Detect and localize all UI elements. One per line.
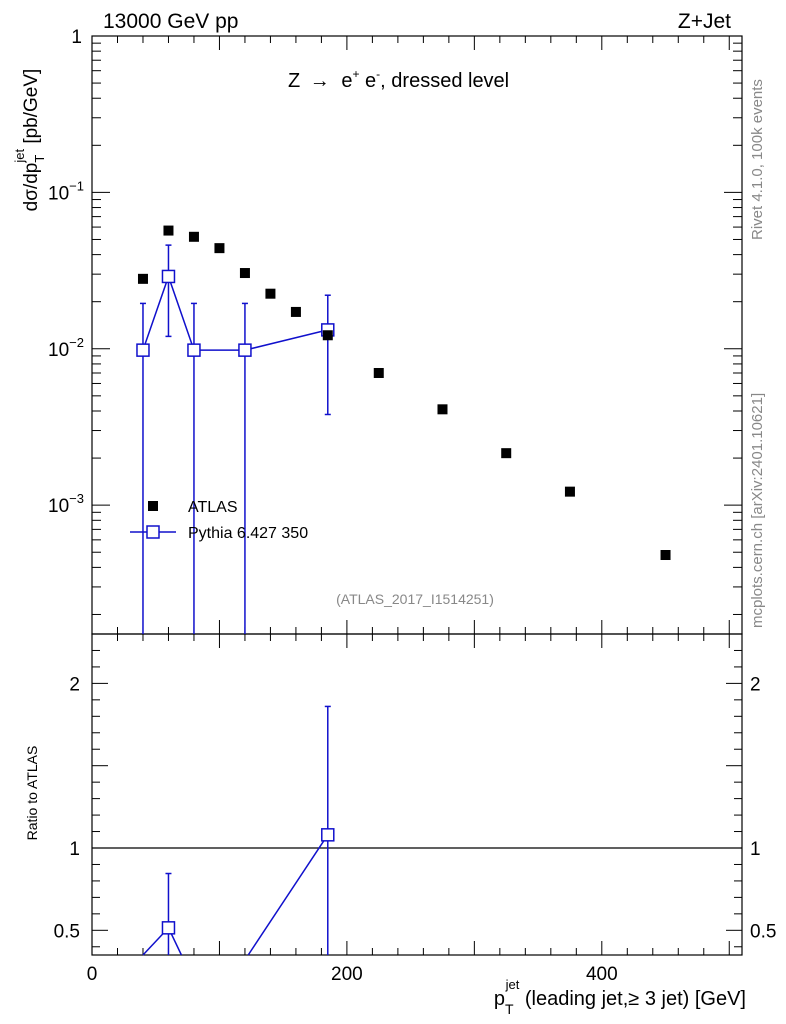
mc-series [136,244,335,634]
y-axis-label-prefix: dσ/dp [21,163,42,212]
data-point [437,404,448,415]
mc-point [187,343,201,357]
data-point [239,268,250,279]
y-main-tick-label: 1 [71,27,82,48]
title-arrow: → [310,70,330,92]
mc-point [136,343,150,357]
ratio-y-axis-label: Ratio to ATLAS [24,746,40,841]
y-axis-label: dσ/dpTjet [pb/GeV] [12,69,47,212]
title-z: Z [288,70,300,92]
x-axis-label-sup: jet [505,977,520,992]
energy-label: 13000 GeV pp [103,10,238,33]
y-tick-exponent: −2 [69,335,84,350]
data-point [188,231,199,242]
legend-mc-marker [146,525,160,539]
data-point [660,550,671,561]
axis-ticks [91,35,742,955]
y-ratio-tick-label-right: 2 [750,674,761,695]
data-point [290,306,301,317]
y-main-tick-label: 10−3 [48,491,84,517]
mcplots-label: mcplots.cern.ch [arXiv:2401.10621] [749,393,766,628]
title-e1: e [341,70,352,92]
title-rest: , dressed level [380,70,509,92]
ratio-series [142,705,335,956]
y-tick-base: 10 [48,340,69,361]
x-axis-label: pTjet (leading jet,≥ 3 jet) [GeV] [494,977,746,1017]
data-series [137,225,671,561]
x-tick-label: 200 [331,964,363,985]
x-axis-label-p: p [494,988,505,1010]
y-ratio-tick-label: 0.5 [54,921,80,942]
x-tick-label: 0 [87,964,98,985]
y-main-tick-label: 10−2 [48,335,84,361]
y-ratio-tick-label: 1 [69,839,80,860]
mc-point [161,269,176,284]
x-tick-label: 400 [586,964,618,985]
data-point [564,486,575,497]
x-axis-label-geq: ≥ [628,988,639,1010]
y-tick-base: 10 [48,496,69,517]
y-axis-label-sup: jet [12,149,27,164]
ratio-point [161,921,176,935]
data-point [214,243,225,254]
analysis-label: (ATLAS_2017_I1514251) [336,591,494,607]
x-axis-label-rest: (leading jet, [519,988,628,1010]
y-main-tick-label: 10−1 [48,178,84,204]
y-tick-exponent: −3 [69,491,84,506]
mc-point [238,343,252,357]
title-sup2: - [376,67,380,81]
y-ratio-tick-label: 2 [69,674,80,695]
legend-data-label: ATLAS [188,499,238,516]
data-point [137,273,148,284]
data-point [322,330,333,341]
ratio-line [247,834,329,956]
ratio-panel-frame [91,633,743,956]
data-point [163,225,174,236]
process-label: Z+Jet [678,10,731,33]
x-axis-label-sub: T [505,1001,514,1017]
data-point [373,367,384,378]
title-e2: e [365,70,376,92]
data-point [265,288,276,299]
y-axis-label-sub: T [32,155,47,163]
y-tick-exponent: −1 [69,178,84,193]
y-axis-label-suffix: [pb/GeV] [21,69,42,149]
legend: ATLAS Pythia 6.427 350 [130,499,308,542]
data-point [501,448,512,459]
legend-mc-label: Pythia 6.427 350 [188,525,308,542]
y-ratio-tick-label-right: 1 [750,839,761,860]
title-sup1: + [352,67,359,81]
x-axis-label-rest2: 3 jet) [GeV] [639,988,746,1010]
chart-title: Z → e+ e-, dressed level [288,61,509,92]
y-tick-base: 10 [48,183,69,204]
ratio-point [321,828,335,842]
rivet-label: Rivet 4.1.0, 100k events [749,79,766,240]
legend-data-marker [148,501,158,511]
y-ratio-tick-label-right: 0.5 [750,921,776,942]
